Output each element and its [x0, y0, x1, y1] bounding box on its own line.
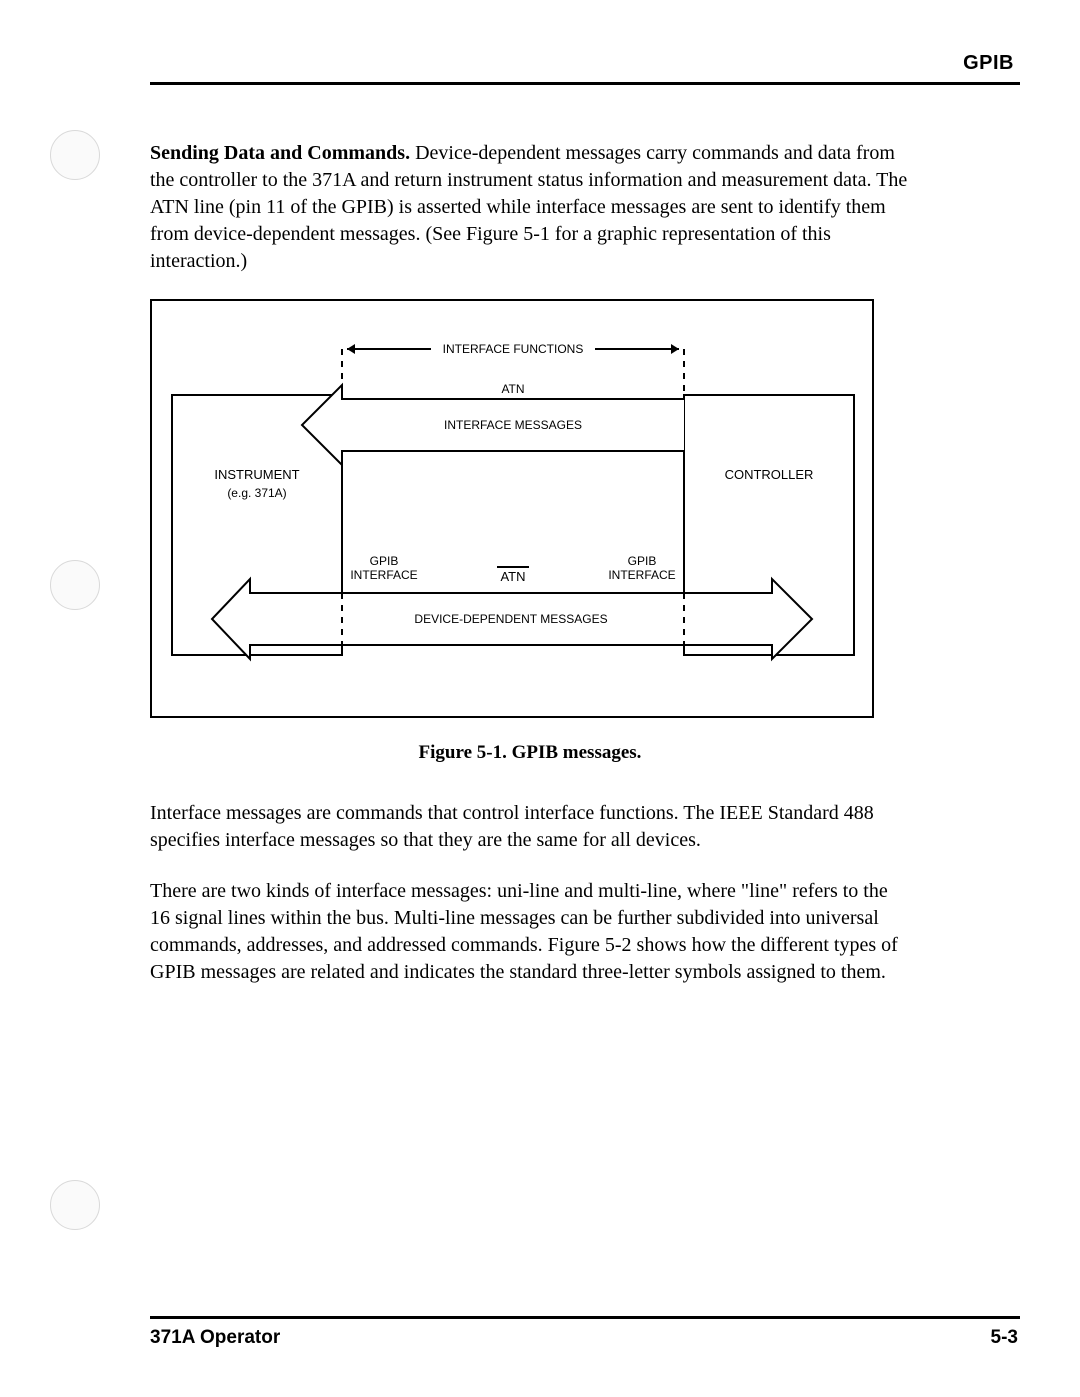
svg-text:(e.g. 371A): (e.g. 371A) — [227, 486, 286, 500]
svg-text:CONTROLLER: CONTROLLER — [725, 467, 814, 482]
svg-text:ATN: ATN — [501, 382, 524, 396]
header-section-label: GPIB — [963, 52, 1014, 75]
footer-left: 371A Operator — [150, 1327, 280, 1349]
scan-mark — [50, 130, 100, 180]
paragraph-3: There are two kinds of interface message… — [150, 878, 910, 986]
figure-caption: Figure 5-1. GPIB messages. — [150, 742, 910, 764]
svg-text:DEVICE-DEPENDENT MESSAGES: DEVICE-DEPENDENT MESSAGES — [414, 612, 607, 626]
top-rule — [150, 82, 1020, 85]
svg-text:GPIB: GPIB — [628, 554, 657, 568]
svg-text:INSTRUMENT: INSTRUMENT — [214, 467, 299, 482]
bottom-rule — [150, 1316, 1020, 1319]
svg-text:INTERFACE MESSAGES: INTERFACE MESSAGES — [444, 418, 582, 432]
paragraph-1: Sending Data and Commands. Device-depend… — [150, 140, 910, 275]
scan-mark — [50, 1180, 100, 1230]
svg-text:INTERFACE FUNCTIONS: INTERFACE FUNCTIONS — [443, 342, 584, 356]
paragraph-2: Interface messages are commands that con… — [150, 800, 910, 854]
body: Sending Data and Commands. Device-depend… — [150, 140, 910, 1010]
figure-svg: INSTRUMENT (e.g. 371A) CONTROLLER INTERFACE… — [152, 301, 872, 716]
paragraph-1-lead: Sending Data and Commands. — [150, 142, 410, 164]
svg-text:GPIB: GPIB — [370, 554, 399, 568]
page: GPIB Sending Data and Commands. Device-d… — [0, 0, 1080, 1397]
svg-text:INTERFACE: INTERFACE — [608, 568, 675, 582]
scan-mark — [50, 560, 100, 610]
svg-text:ATN: ATN — [500, 569, 525, 584]
svg-text:INTERFACE: INTERFACE — [350, 568, 417, 582]
figure-5-1: INSTRUMENT (e.g. 371A) CONTROLLER INTERFACE… — [150, 299, 874, 718]
footer-right: 5-3 — [991, 1327, 1018, 1349]
header: GPIB — [150, 56, 960, 76]
